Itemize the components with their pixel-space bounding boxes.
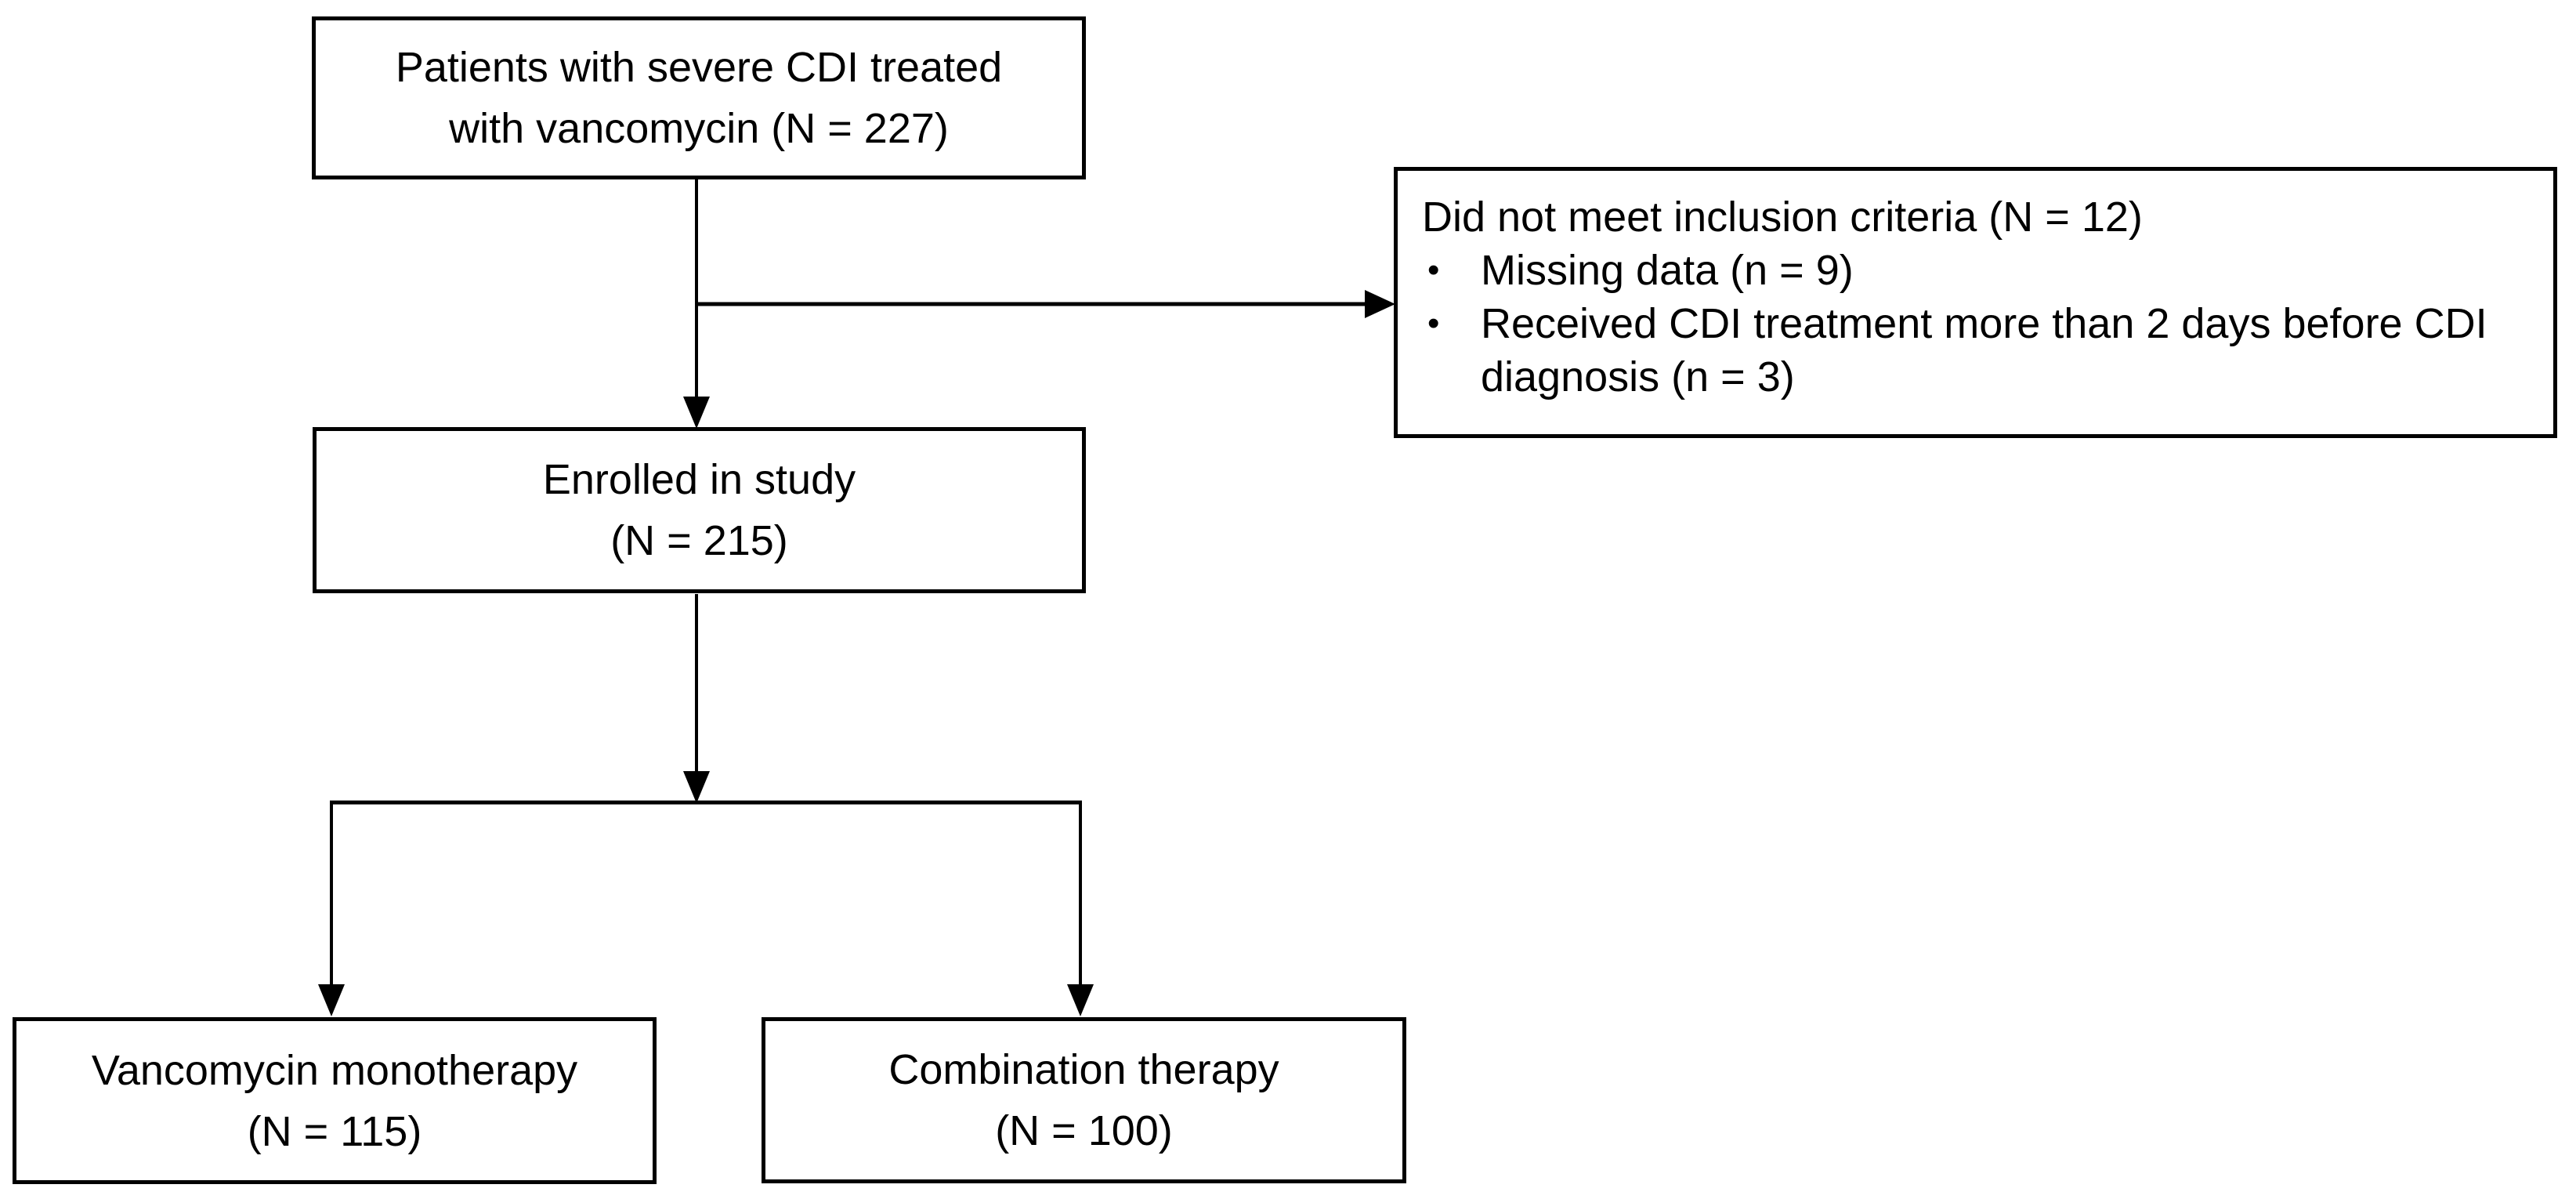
box-combination-therapy: Combination therapy (N = 100) — [762, 1017, 1406, 1183]
arrowhead-down-icon — [683, 771, 710, 803]
bullet-icon: • — [1427, 304, 1440, 342]
excluded-title: Did not meet inclusion criteria (N = 12) — [1422, 194, 2143, 241]
excluded-bullet-item: • Missing data (n = 9) — [1422, 244, 2542, 297]
box-vancomycin-monotherapy: Vancomycin monotherapy (N = 115) — [13, 1017, 657, 1184]
arrowhead-down-icon — [318, 984, 345, 1016]
box-patients-source: Patients with severe CDI treated with va… — [312, 16, 1086, 179]
bullet-icon: • — [1427, 251, 1440, 289]
arrowhead-down-icon — [683, 397, 710, 429]
bullet-text: Received CDI treatment more than 2 days … — [1481, 297, 2542, 404]
box-text-line: with vancomycin (N = 227) — [449, 105, 949, 152]
bullet-text-line: diagnosis (n = 3) — [1481, 353, 1795, 400]
box-text-line: (N = 100) — [995, 1107, 1173, 1154]
box-text-line: Combination therapy — [888, 1046, 1279, 1093]
box-text-line: Patients with severe CDI treated — [395, 44, 1003, 91]
box-text-line: (N = 115) — [247, 1107, 422, 1155]
box-enrolled: Enrolled in study (N = 215) — [313, 427, 1086, 593]
bullet-text: Missing data (n = 9) — [1481, 244, 2542, 297]
box-text-line: (N = 215) — [610, 517, 788, 564]
bullet-text-line: Received CDI treatment more than 2 days … — [1481, 300, 2487, 347]
box-text-line: Enrolled in study — [542, 456, 856, 503]
box-text-line: Vancomycin monotherapy — [91, 1046, 578, 1094]
excluded-bullet-item: • Received CDI treatment more than 2 day… — [1422, 297, 2542, 404]
arrowhead-down-icon — [1067, 984, 1094, 1016]
bullet-text-line: Missing data (n = 9) — [1481, 247, 1854, 294]
arrowhead-right-icon — [1365, 290, 1395, 318]
box-excluded: Did not meet inclusion criteria (N = 12)… — [1394, 167, 2557, 438]
